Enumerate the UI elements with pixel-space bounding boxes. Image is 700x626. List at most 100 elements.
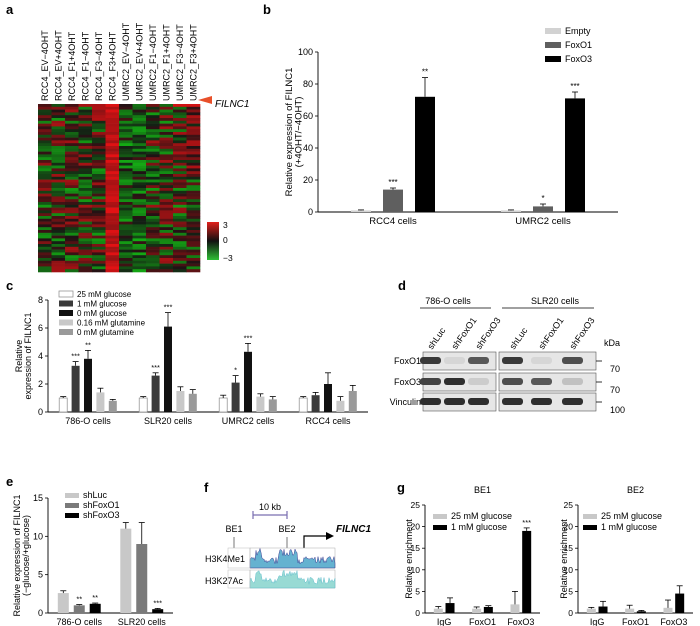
heatmap-cell (159, 104, 174, 108)
heatmap-cell (159, 218, 174, 222)
heatmap-cell (78, 162, 93, 166)
heatmap-cell (159, 269, 174, 273)
heatmap-cell (186, 118, 201, 122)
heatmap-cell (119, 260, 133, 264)
heatmap-cell (105, 112, 120, 116)
heatmap-cell (92, 126, 106, 130)
heatmap-cell (78, 224, 93, 228)
heatmap-cell (92, 207, 106, 211)
category-label: FoxO1 (469, 617, 496, 626)
heatmap-cell (92, 157, 106, 161)
heatmap-cell (38, 162, 52, 166)
y-axis-label: Relative enrichment (404, 519, 414, 599)
heatmap-cell (92, 190, 106, 194)
heatmap-cell (119, 221, 133, 225)
heatmap-cell (159, 126, 174, 130)
heatmap-cell (146, 174, 160, 178)
heatmap-cell (92, 263, 106, 267)
heatmap-cell (146, 252, 160, 256)
heatmap-cell (51, 157, 66, 161)
heatmap-cell (38, 129, 52, 133)
blot-band (502, 357, 523, 364)
heatmap-cell (186, 176, 201, 180)
heatmap-cell (159, 221, 174, 225)
track-label-h3k27ac: H3K27Ac (205, 576, 244, 586)
heatmap-cell (105, 106, 120, 110)
heatmap-cell (51, 140, 66, 144)
heatmap-cell (105, 120, 120, 124)
heatmap-cell (119, 232, 133, 236)
heatmap-cell (51, 137, 66, 141)
heatmap-cell (146, 168, 160, 172)
heatmap-cell (146, 249, 160, 253)
bar (57, 593, 69, 613)
heatmap-cell (51, 148, 66, 152)
heatmap-cell (105, 230, 120, 234)
heatmap-cell (92, 260, 106, 264)
significance-label: *** (570, 82, 579, 91)
heatmap-cell (105, 115, 120, 119)
heatmap-cell (105, 193, 120, 197)
heatmap-cell (92, 160, 106, 164)
heatmap-cell (51, 182, 66, 186)
blot-band (468, 398, 489, 405)
heatmap-cell (51, 224, 66, 228)
heatmap-cell (38, 241, 52, 245)
heatmap-cell (51, 168, 66, 172)
heatmap-cell (186, 115, 201, 119)
heatmap-cell (159, 168, 174, 172)
heatmap-cell (186, 154, 201, 158)
heatmap-cell (105, 143, 120, 147)
heatmap-cell (159, 165, 174, 169)
y-tick-label: 20 (411, 522, 421, 532)
heatmap-cell (38, 207, 52, 211)
heatmap-cell (92, 129, 106, 133)
heatmap-cell (78, 165, 93, 169)
heatmap-cell (132, 137, 147, 141)
heatmap-cell (51, 232, 66, 236)
blot-band (468, 357, 489, 364)
heatmap-cell (119, 174, 133, 178)
blot-band (531, 357, 552, 364)
heatmap-cell (105, 258, 120, 262)
legend-swatch (65, 503, 79, 508)
heatmap-cell (173, 137, 187, 141)
bar (244, 351, 252, 412)
heatmap-cell (51, 112, 66, 116)
heatmap-cell (105, 235, 120, 239)
heatmap-cell (38, 151, 52, 155)
heatmap-cell (159, 210, 174, 214)
heatmap-column-labels: RCC4_EV−4OHT RCC4_EV+4OHT RCC4_F1+4OHT RCC4… (40, 22, 199, 101)
heatmap-cell (105, 109, 120, 113)
heatmap-cell (132, 193, 147, 197)
heatmap-col-label: UMRC2_EV−4OHT (121, 22, 131, 101)
heatmap-cell (132, 143, 147, 147)
heatmap-cell (159, 190, 174, 194)
heatmap-cell (159, 112, 174, 116)
heatmap-cell (51, 258, 66, 262)
heatmap-cell (159, 227, 174, 231)
heatmap-cell (132, 190, 147, 194)
y-tick-label: 0 (308, 207, 313, 217)
heatmap-cell (173, 249, 187, 253)
heatmap-cell (173, 140, 187, 144)
heatmap-cell (146, 146, 160, 150)
heatmap-cell (38, 199, 52, 203)
heatmap-cell (51, 132, 66, 136)
heatmap-cell (38, 213, 52, 217)
heatmap-cell (78, 151, 93, 155)
legend-label: 25 mM glucose (77, 290, 132, 299)
blot-band (562, 378, 583, 385)
heatmap-cell (51, 151, 66, 155)
heatmap-cell (78, 238, 93, 242)
heatmap-cell (159, 207, 174, 211)
heatmap-cell (119, 224, 133, 228)
heatmap-cell (38, 134, 52, 138)
heatmap-cell (51, 126, 66, 130)
heatmap-cell (146, 255, 160, 259)
heatmap-cell (38, 216, 52, 220)
significance-label: *** (151, 363, 160, 372)
heatmap-cell (105, 266, 120, 270)
heatmap-cell (119, 252, 133, 256)
heatmap-cell (78, 171, 93, 175)
